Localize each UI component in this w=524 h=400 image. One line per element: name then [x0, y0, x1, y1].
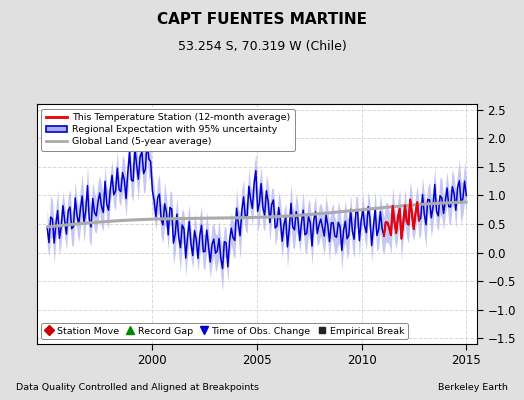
- Legend: Station Move, Record Gap, Time of Obs. Change, Empirical Break: Station Move, Record Gap, Time of Obs. C…: [41, 323, 408, 339]
- Text: Berkeley Earth: Berkeley Earth: [439, 383, 508, 392]
- Text: 53.254 S, 70.319 W (Chile): 53.254 S, 70.319 W (Chile): [178, 40, 346, 53]
- Text: Data Quality Controlled and Aligned at Breakpoints: Data Quality Controlled and Aligned at B…: [16, 383, 259, 392]
- Text: CAPT FUENTES MARTINE: CAPT FUENTES MARTINE: [157, 12, 367, 27]
